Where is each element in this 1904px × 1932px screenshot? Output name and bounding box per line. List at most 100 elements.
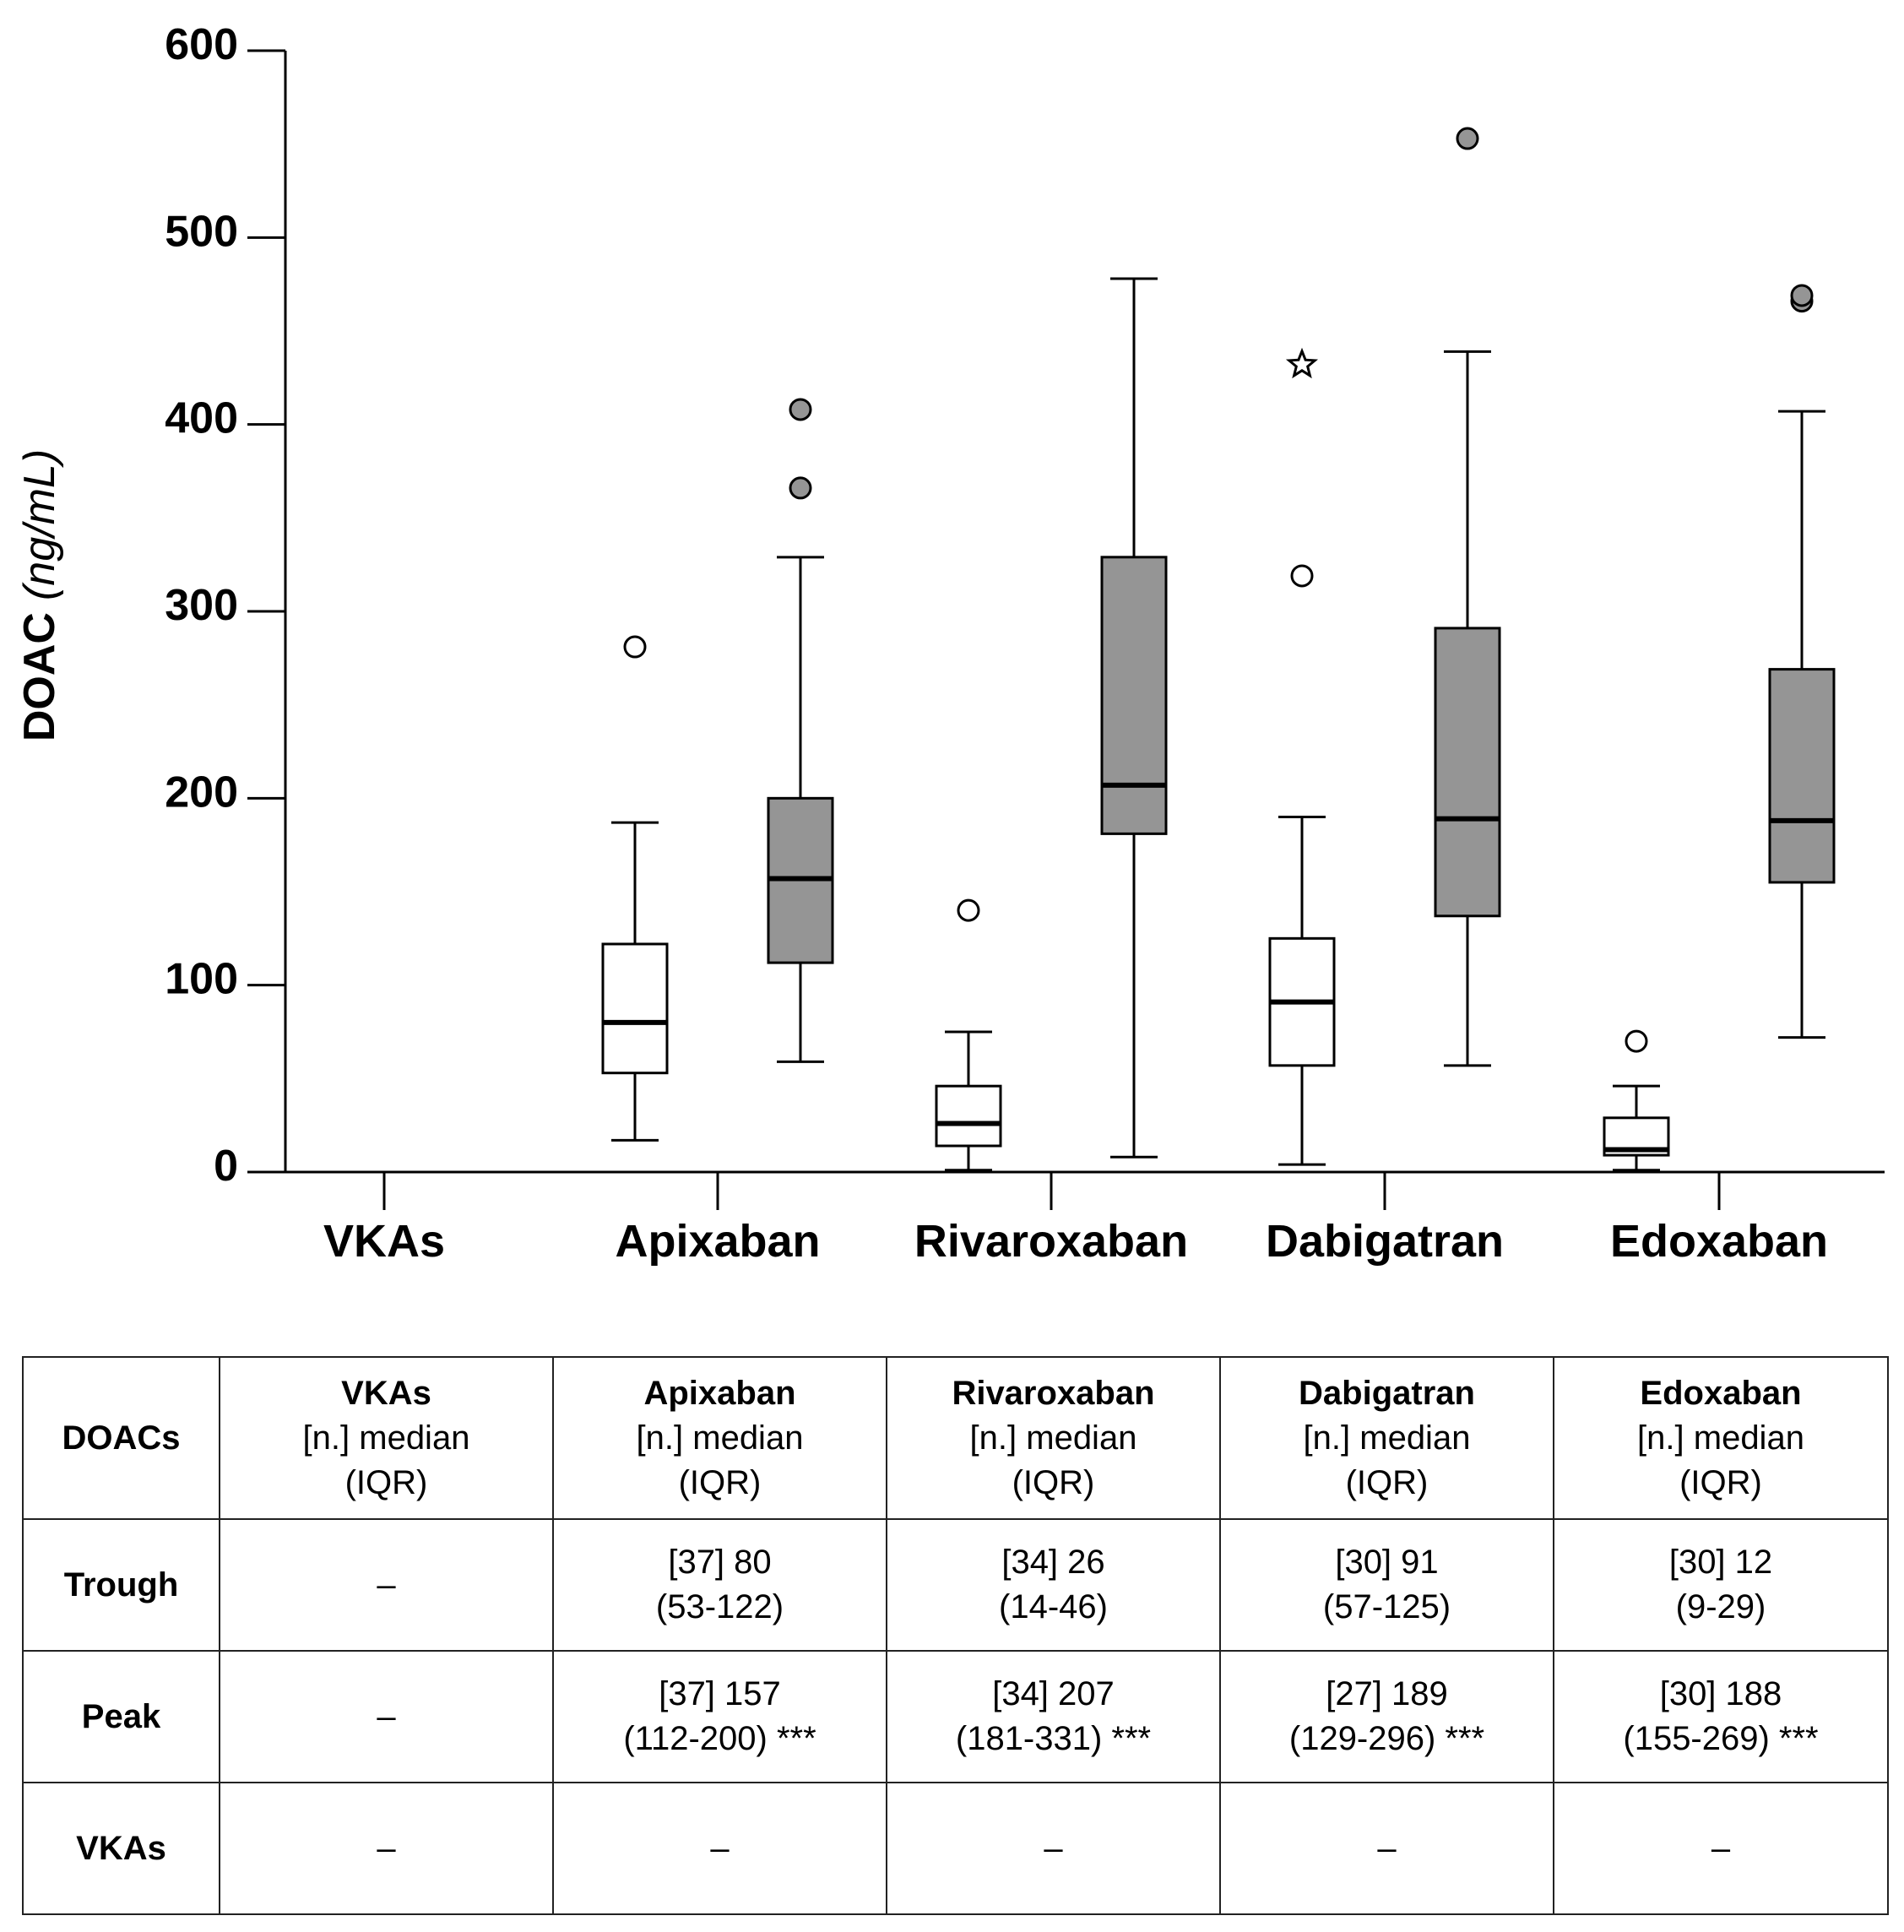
cell-line1: – (710, 1829, 730, 1867)
y-tick-label: 500 (165, 207, 238, 256)
iqr-box (935, 1084, 1002, 1148)
cell-line1: – (377, 1566, 396, 1604)
cell-line2: (53-122) (655, 1588, 784, 1625)
col-sub2: (IQR) (344, 1463, 428, 1501)
col-sub1: [n.] median (302, 1419, 470, 1457)
x-tick-label: Apixaban (615, 1216, 820, 1267)
y-axis-label-unit: (ng/mL) (15, 449, 64, 600)
outlier-point (789, 398, 812, 421)
table-row-trough: Trough – [37] 80 (53-122) [34] 26 (14-46) … (22, 1518, 1889, 1652)
table-row-vkas: VKAs – – – – – (22, 1782, 1889, 1915)
table-cell: – (219, 1650, 554, 1783)
y-tick-label: 300 (165, 581, 238, 630)
cell-line1: [27] 189 (1326, 1675, 1448, 1712)
y-tick-label: 200 (165, 768, 238, 817)
box-peak (1768, 284, 1836, 1039)
cell-line2: (9-29) (1675, 1588, 1766, 1625)
box-peak (767, 398, 834, 1063)
cell-line1: – (1044, 1829, 1063, 1867)
x-tick-label: Dabigatran (1266, 1216, 1504, 1267)
cell-line2: (181-331) *** (955, 1720, 1152, 1757)
table-cell: [30] 91 (57-125) (1219, 1518, 1554, 1652)
col-sub2: (IQR) (1679, 1463, 1762, 1501)
outlier-point (1625, 1029, 1648, 1053)
table-col-header: Rivaroxaban [n.] median (IQR) (886, 1356, 1221, 1520)
outlier-point (623, 635, 647, 659)
cell-line1: [30] 91 (1335, 1544, 1439, 1581)
outlier-point (957, 898, 980, 922)
col-name: Edoxaban (1640, 1374, 1802, 1412)
table-cell: – (1553, 1782, 1889, 1915)
y-tick-label: 600 (165, 20, 238, 69)
cell-line2: (155-269) *** (1623, 1720, 1819, 1757)
table-cell: [30] 12 (9-29) (1553, 1518, 1889, 1652)
cell-line2: (112-200) *** (623, 1720, 816, 1757)
table-cell: – (886, 1782, 1221, 1915)
box-trough (1603, 1029, 1670, 1172)
y-axis-label: DOAC (ng/mL) (15, 449, 64, 741)
iqr-box (1100, 556, 1168, 835)
box-plot: 0 100 200 300 400 500 600 VKAs Apixaban Rivaroxa… (15, 20, 1885, 1267)
table-cell: [37] 157 (112-200) *** (552, 1650, 887, 1783)
table-cell: – (1219, 1782, 1554, 1915)
cell-line1: [34] 207 (992, 1675, 1115, 1712)
col-sub1: [n.] median (636, 1419, 804, 1457)
table-cell: [30] 188 (155-269) *** (1553, 1650, 1889, 1783)
y-tick-label: 400 (165, 394, 238, 443)
iqr-box (1768, 668, 1836, 884)
cell-line1: [30] 12 (1668, 1544, 1773, 1581)
col-sub2: (IQR) (1012, 1463, 1095, 1501)
col-sub1: [n.] median (969, 1419, 1137, 1457)
axes (284, 51, 1885, 1174)
summary-table: DOACs VKAs [n.] median (IQR) Apixaban [n.] … (22, 1356, 1889, 1915)
table-cell: [37] 80 (53-122) (552, 1518, 887, 1652)
table-cell: – (552, 1782, 887, 1915)
cell-line1: [37] 80 (668, 1544, 772, 1581)
row-label: Trough (22, 1518, 220, 1652)
row-label: VKAs (22, 1782, 220, 1915)
boxes (601, 127, 1836, 1172)
outlier-point (1790, 284, 1814, 307)
col-name: VKAs (341, 1374, 431, 1412)
table-col-header: Dabigatran [n.] median (IQR) (1219, 1356, 1554, 1520)
col-sub2: (IQR) (1345, 1463, 1429, 1501)
box-trough (1268, 347, 1336, 1166)
y-tick-label: 0 (214, 1142, 238, 1191)
cell-line1: [34] 26 (1001, 1544, 1105, 1581)
cell-line1: – (1377, 1829, 1397, 1867)
table-col-header: Edoxaban [n.] median (IQR) (1553, 1356, 1889, 1520)
table-col-header: VKAs [n.] median (IQR) (219, 1356, 554, 1520)
box-peak (1434, 127, 1501, 1067)
box-peak (1100, 277, 1168, 1159)
outlier-point (1290, 564, 1314, 588)
x-tick-label: Edoxaban (1610, 1216, 1828, 1267)
col-name: Apixaban (643, 1374, 796, 1412)
outlier-point (1456, 127, 1479, 150)
col-sub1: [n.] median (1303, 1419, 1471, 1457)
col-name: Dabigatran (1299, 1374, 1475, 1412)
table-cell: – (219, 1518, 554, 1652)
cell-line1: [30] 188 (1659, 1675, 1782, 1712)
extreme-star-marker (1285, 347, 1319, 379)
x-tick-label: VKAs (323, 1216, 445, 1267)
cell-line1: – (377, 1697, 396, 1735)
col-sub1: [n.] median (1637, 1419, 1804, 1457)
cell-line1: [37] 157 (659, 1675, 781, 1712)
table-row-peak: Peak – [37] 157 (112-200) *** [34] 207 (18… (22, 1650, 1889, 1783)
cell-line2: (57-125) (1322, 1588, 1451, 1625)
box-trough (935, 898, 1002, 1172)
y-ticks: 0 100 200 300 400 500 600 (165, 20, 285, 1191)
iqr-box (601, 942, 669, 1075)
y-tick-label: 100 (165, 955, 238, 1004)
col-sub2: (IQR) (678, 1463, 762, 1501)
table-cell: [34] 26 (14-46) (886, 1518, 1221, 1652)
row-label: Peak (22, 1650, 220, 1783)
x-ticks: VKAs Apixaban Rivaroxaban Dabigatran Edoxaba… (323, 1172, 1828, 1267)
outlier-point (789, 476, 812, 500)
cell-line2: (14-46) (999, 1588, 1108, 1625)
x-tick-label: Rivaroxaban (914, 1216, 1188, 1267)
table-col-header: Apixaban [n.] median (IQR) (552, 1356, 887, 1520)
cell-line2: (129-296) *** (1288, 1720, 1485, 1757)
table-cell: [27] 189 (129-296) *** (1219, 1650, 1554, 1783)
iqr-box (1434, 627, 1501, 918)
